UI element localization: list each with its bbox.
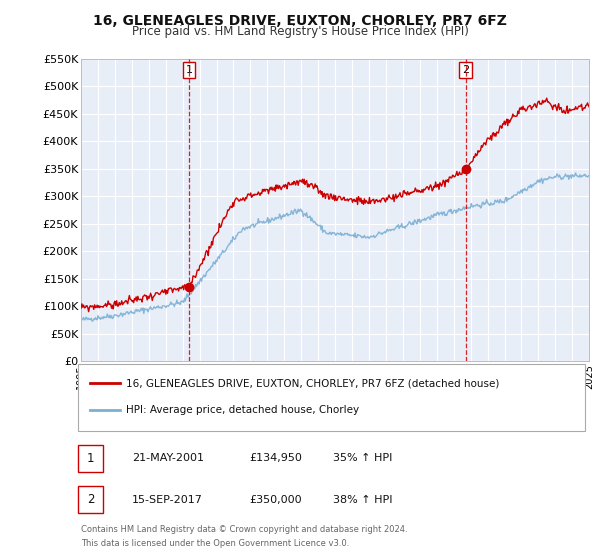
Text: 16, GLENEAGLES DRIVE, EUXTON, CHORLEY, PR7 6FZ: 16, GLENEAGLES DRIVE, EUXTON, CHORLEY, P… <box>93 14 507 28</box>
Text: 2: 2 <box>87 493 94 506</box>
Text: 1: 1 <box>87 451 94 465</box>
Text: 16, GLENEAGLES DRIVE, EUXTON, CHORLEY, PR7 6FZ (detached house): 16, GLENEAGLES DRIVE, EUXTON, CHORLEY, P… <box>126 379 499 389</box>
Text: 1: 1 <box>185 65 193 75</box>
Text: Contains HM Land Registry data © Crown copyright and database right 2024.: Contains HM Land Registry data © Crown c… <box>81 525 407 534</box>
Text: 38% ↑ HPI: 38% ↑ HPI <box>333 494 392 505</box>
Text: Price paid vs. HM Land Registry's House Price Index (HPI): Price paid vs. HM Land Registry's House … <box>131 25 469 38</box>
Text: This data is licensed under the Open Government Licence v3.0.: This data is licensed under the Open Gov… <box>81 539 349 548</box>
Text: 2: 2 <box>462 65 469 75</box>
Text: 35% ↑ HPI: 35% ↑ HPI <box>333 453 392 463</box>
Text: HPI: Average price, detached house, Chorley: HPI: Average price, detached house, Chor… <box>126 405 359 415</box>
Text: 21-MAY-2001: 21-MAY-2001 <box>132 453 204 463</box>
Text: £350,000: £350,000 <box>249 494 302 505</box>
Text: 15-SEP-2017: 15-SEP-2017 <box>132 494 203 505</box>
Text: £134,950: £134,950 <box>249 453 302 463</box>
